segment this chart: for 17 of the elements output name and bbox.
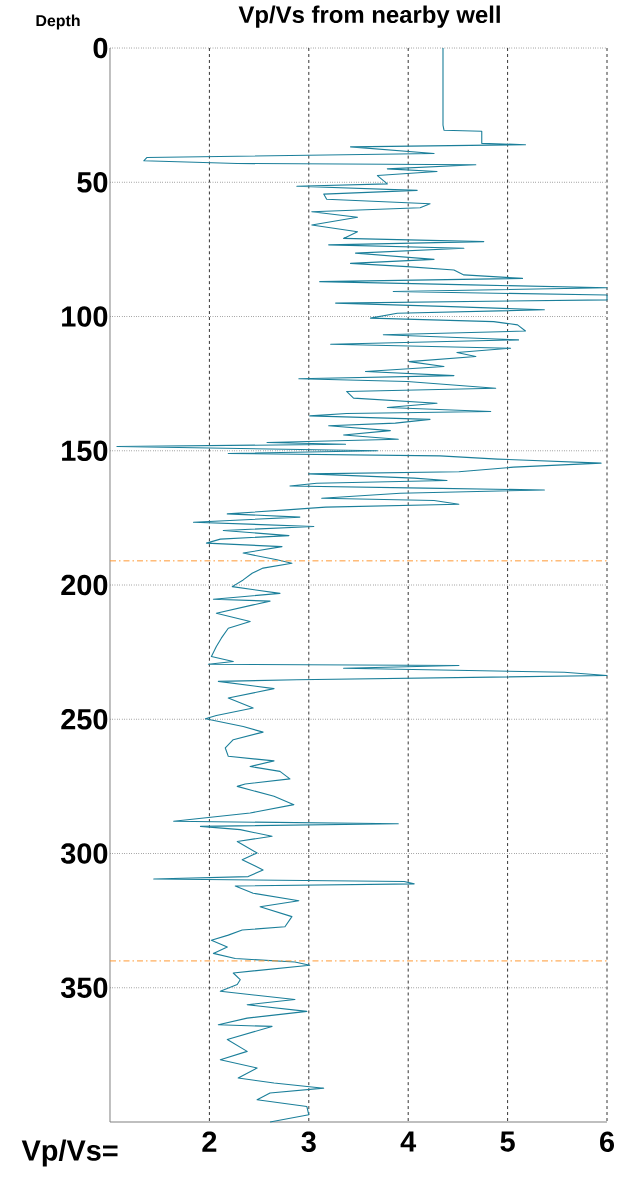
y-tick-label: 150 bbox=[62, 440, 108, 461]
chart-title: Vp/Vs from nearby well bbox=[238, 5, 500, 28]
y-tick-label: 300 bbox=[60, 843, 108, 864]
x-tick-label: 2 bbox=[202, 1131, 217, 1152]
y-tick-label: 250 bbox=[61, 709, 108, 730]
x-tick-label: 6 bbox=[600, 1131, 614, 1152]
y-tick-label: 200 bbox=[61, 574, 108, 596]
x-axis-title: Vp/Vs= bbox=[21, 1139, 118, 1167]
y-tick-label: 350 bbox=[60, 977, 108, 999]
y-tick-label: 50 bbox=[77, 172, 108, 193]
x-tick-label: 3 bbox=[301, 1131, 316, 1153]
y-tick-label: 100 bbox=[62, 306, 108, 327]
line-series bbox=[116, 47, 608, 1123]
x-tick-label: 5 bbox=[500, 1131, 515, 1152]
y-tick-label: 0 bbox=[93, 37, 108, 59]
y-axis-title: Depth bbox=[36, 14, 80, 30]
x-tick-label: 4 bbox=[400, 1131, 417, 1152]
